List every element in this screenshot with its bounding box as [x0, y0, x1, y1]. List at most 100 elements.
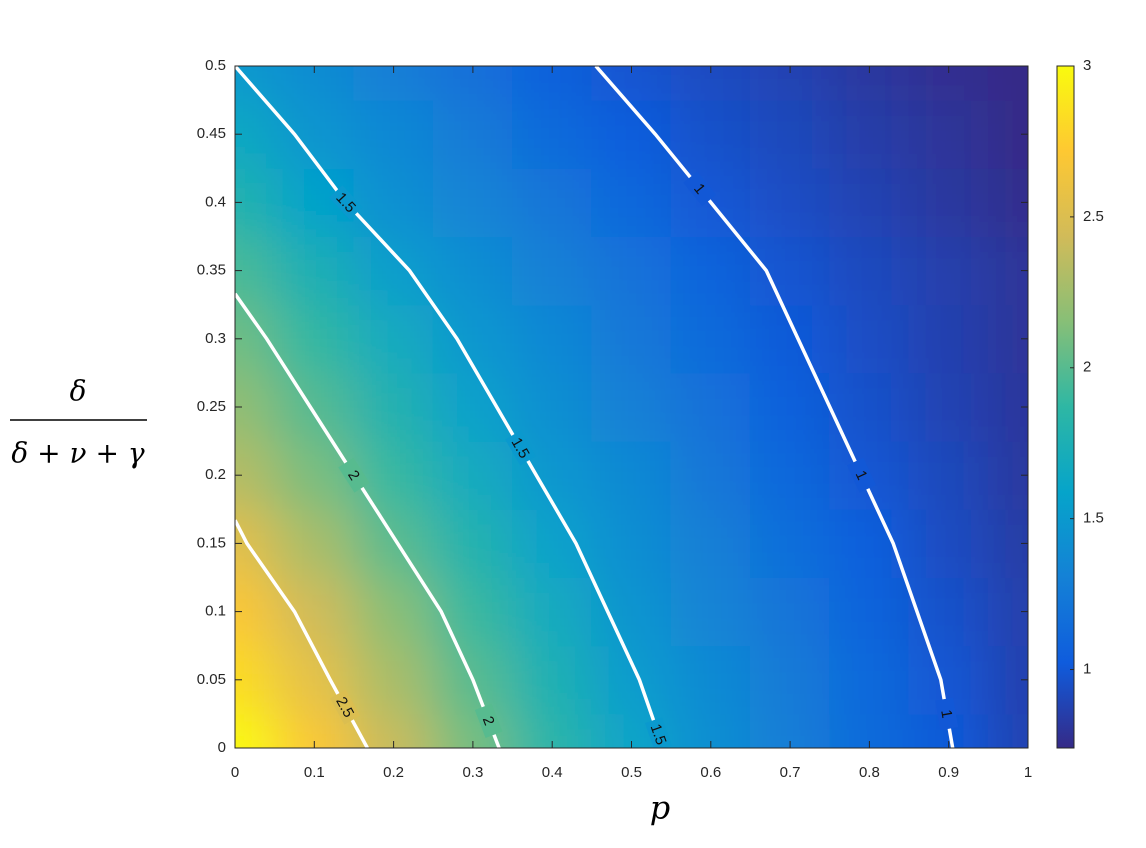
heat-cell [908, 167, 989, 237]
heat-cell [274, 508, 355, 578]
contour-label-group: 2 [474, 703, 503, 738]
y-tick-label: 0.35 [197, 262, 226, 279]
heat-cell [235, 99, 276, 169]
heat-cell [670, 304, 751, 374]
heat-cell [908, 440, 989, 510]
heat-cell [908, 372, 989, 442]
heat-cell [908, 508, 989, 578]
colorbar-tick-label: 1 [1083, 661, 1091, 678]
heat-cell [749, 440, 831, 510]
heat-cell [235, 167, 276, 237]
heat-cell [432, 372, 514, 442]
contour-label-gap [645, 717, 672, 748]
heat-cell [274, 440, 355, 510]
heat-cell [749, 645, 831, 715]
contour-label-gap [846, 457, 876, 493]
contour-line [235, 66, 665, 748]
colorbar-tick-label: 3 [1083, 57, 1091, 74]
heat-cell [591, 372, 672, 442]
contour-label-group: 2 [338, 457, 370, 493]
heat-cell [512, 577, 593, 647]
y-tick-label: 0.15 [197, 534, 226, 551]
contour-label-group: 1.5 [505, 430, 536, 466]
y-tick-label: 0.2 [205, 466, 226, 483]
x-tick-label: 0.3 [462, 764, 483, 781]
heat-cell [908, 99, 989, 169]
heat-cell [987, 66, 1028, 101]
contour-label-group: 1.5 [645, 717, 672, 748]
heat-cell [591, 645, 672, 715]
heat-cell [670, 577, 751, 647]
heat-cell [670, 372, 751, 442]
heat-cell [512, 304, 593, 374]
heat-cell [235, 372, 276, 442]
x-tick-label: 0.8 [859, 764, 880, 781]
contour-label-group: 1 [683, 171, 717, 207]
y-tick-label: 0.1 [205, 603, 226, 620]
heat-cell [235, 304, 276, 374]
heat-cell [274, 577, 355, 647]
heat-cell [908, 236, 989, 306]
heat-cell [749, 236, 831, 306]
contour-label: 1 [937, 708, 955, 719]
heat-cell [235, 66, 276, 101]
heat-cell [591, 508, 672, 578]
heat-cell [235, 713, 276, 748]
y-tick-label: 0.25 [197, 398, 226, 415]
heat-cell [829, 645, 910, 715]
heat-cell [512, 508, 593, 578]
y-tick-label: 0.5 [205, 57, 226, 74]
heat-cell [829, 167, 910, 237]
heat-cell [908, 66, 989, 101]
x-tick-label: 0 [231, 764, 239, 781]
heat-cell [670, 645, 751, 715]
y-axis-label-numerator: δ [70, 375, 87, 408]
heat-cell [353, 508, 434, 578]
axes: 0 0.1 0.2 0.3 0.4 0.5 0.6 0.7 0.8 0.9 1 0 0.05 0.1 0.1… [197, 57, 1104, 781]
heat-cell [749, 508, 831, 578]
heat-cell [670, 508, 751, 578]
heat-cell [987, 713, 1028, 748]
y-tick-label: 0.05 [197, 671, 226, 688]
heat-cell [512, 99, 593, 169]
heat-cell [274, 66, 355, 101]
heat-cell [432, 66, 514, 101]
x-tick-label: 0.2 [383, 764, 404, 781]
heat-cell [353, 304, 434, 374]
contour-line [235, 292, 501, 748]
heat-cell [274, 304, 355, 374]
heat-cell [591, 577, 672, 647]
heat-cell [274, 372, 355, 442]
heat-cell [908, 304, 989, 374]
heat-cell [591, 236, 672, 306]
colorbar [1056, 65, 1075, 749]
x-axis-label: p [650, 789, 670, 827]
contour-label-gap [683, 171, 717, 207]
heat-cell [829, 304, 910, 374]
heat-cell [432, 167, 514, 237]
heat-cell [749, 372, 831, 442]
contour-label-gap [329, 185, 363, 220]
heat-cell [908, 577, 989, 647]
heat-cell [353, 577, 434, 647]
contour-label-group: 1 [846, 457, 876, 493]
heat-cell [591, 440, 672, 510]
contour-label-gap [474, 703, 503, 738]
heat-cell [512, 372, 593, 442]
heat-cell [432, 236, 514, 306]
heat-cell [829, 236, 910, 306]
heat-cell [591, 66, 672, 101]
heat-cell [432, 99, 514, 169]
heatmap [235, 66, 1028, 748]
heat-cell [353, 372, 434, 442]
heat-cell [353, 99, 434, 169]
x-tick-label: 0.5 [621, 764, 642, 781]
heat-cell [353, 236, 434, 306]
heat-cell [512, 66, 593, 101]
heat-cell [670, 440, 751, 510]
heat-cell [749, 304, 831, 374]
heat-cell [235, 577, 276, 647]
heat-cell [591, 167, 672, 237]
x-tick-label: 0.6 [700, 764, 721, 781]
